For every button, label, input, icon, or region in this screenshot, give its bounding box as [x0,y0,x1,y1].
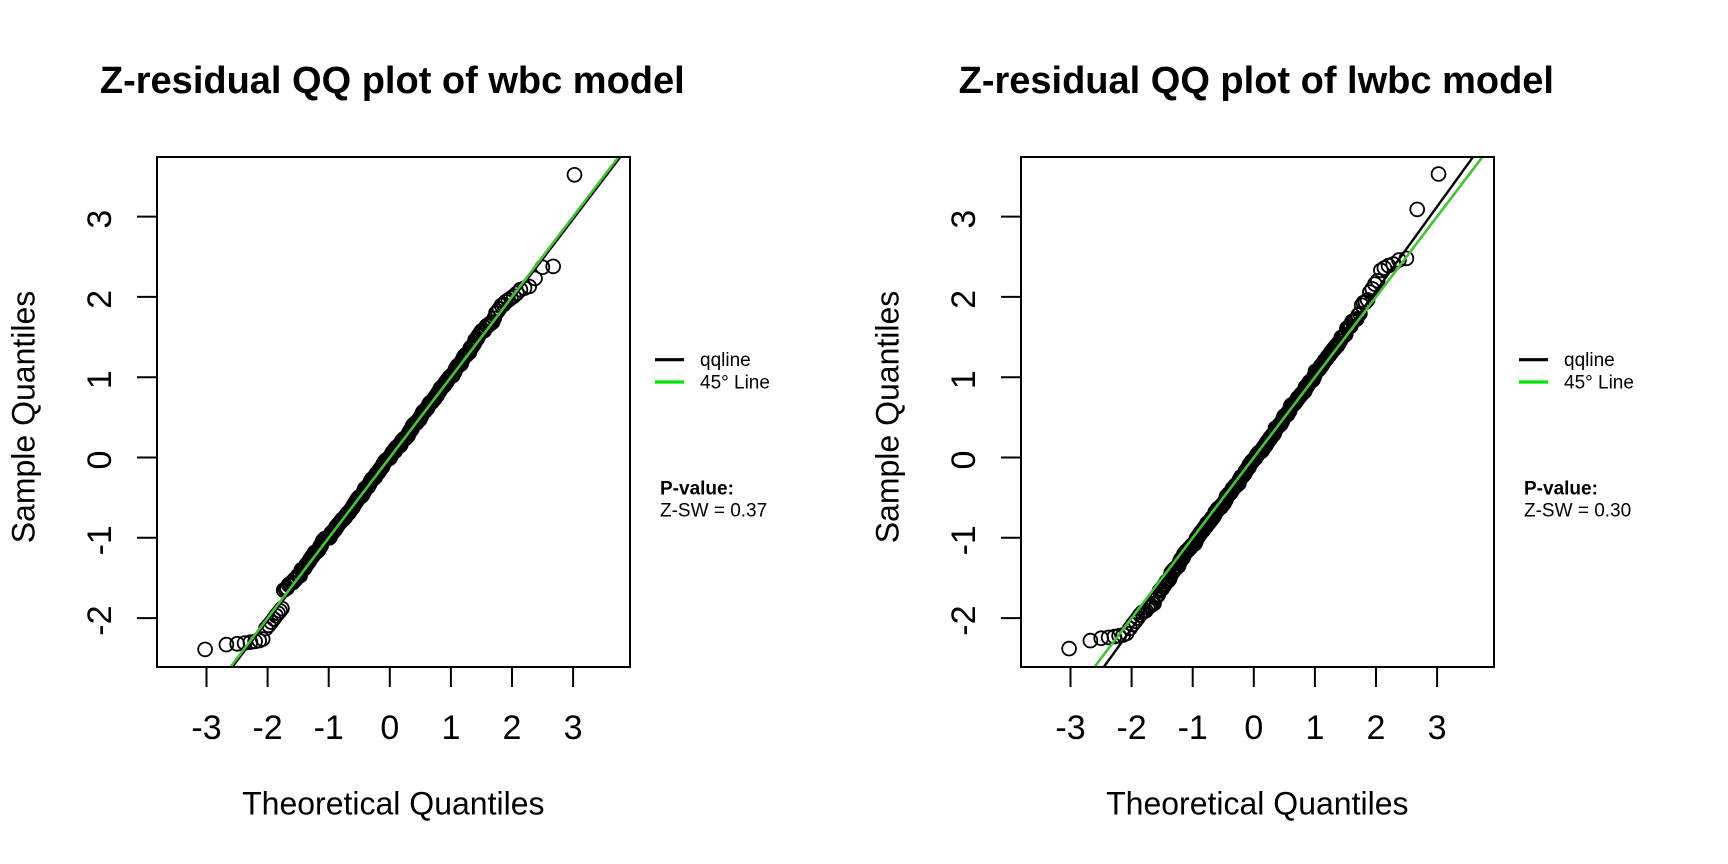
svg-text:Z-residual QQ plot of lwbc mod: Z-residual QQ plot of lwbc model [959,60,1554,102]
svg-text:1: 1 [945,370,983,389]
svg-text:-1: -1 [81,525,119,555]
svg-text:45° Line: 45° Line [1564,373,1634,394]
svg-text:1: 1 [81,370,119,389]
svg-text:3: 3 [81,210,119,229]
svg-text:2: 2 [1367,709,1386,747]
svg-text:-2: -2 [81,605,119,635]
svg-text:Theoretical Quantiles: Theoretical Quantiles [1106,786,1408,822]
svg-text:Z-residual QQ plot of wbc mode: Z-residual QQ plot of wbc model [100,60,685,102]
svg-text:2: 2 [945,290,983,309]
svg-text:0: 0 [81,451,119,470]
svg-text:-2: -2 [945,605,983,635]
svg-text:-3: -3 [1055,709,1085,747]
svg-text:45° Line: 45° Line [700,373,770,394]
svg-text:Sample Quantiles: Sample Quantiles [5,291,41,544]
svg-text:Theoretical Quantiles: Theoretical Quantiles [242,786,544,822]
svg-text:Sample Quantiles: Sample Quantiles [869,291,905,544]
svg-text:qqline: qqline [1564,350,1615,371]
svg-text:-2: -2 [252,709,282,747]
svg-text:Z-SW = 0.30: Z-SW = 0.30 [1524,501,1631,522]
svg-text:2: 2 [503,709,522,747]
svg-text:3: 3 [1428,709,1447,747]
svg-text:-1: -1 [945,525,983,555]
svg-text:-1: -1 [1178,709,1208,747]
svg-text:1: 1 [441,709,460,747]
svg-text:-3: -3 [191,709,221,747]
svg-text:0: 0 [380,709,399,747]
svg-text:2: 2 [81,290,119,309]
svg-text:qqline: qqline [700,350,751,371]
svg-text:0: 0 [945,451,983,470]
svg-text:P-value:: P-value: [1524,479,1598,500]
svg-text:0: 0 [1244,709,1263,747]
svg-text:P-value:: P-value: [660,479,734,500]
svg-text:Z-SW = 0.37: Z-SW = 0.37 [660,501,767,522]
svg-text:-2: -2 [1116,709,1146,747]
svg-text:-1: -1 [314,709,344,747]
svg-text:1: 1 [1305,709,1324,747]
svg-text:3: 3 [564,709,583,747]
svg-text:3: 3 [945,210,983,229]
